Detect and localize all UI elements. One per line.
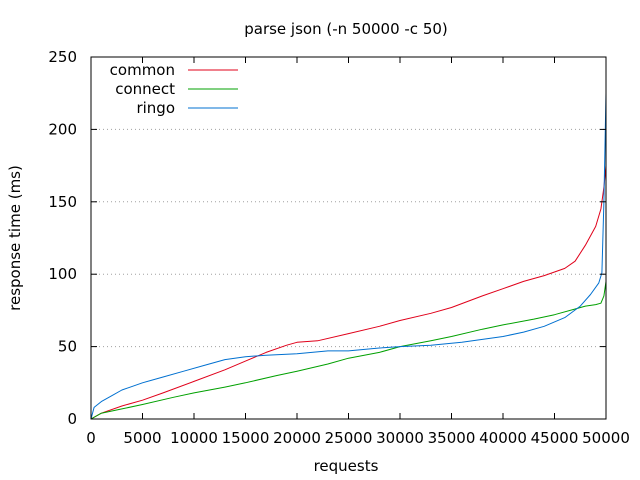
x-tick-label: 50000	[582, 429, 630, 447]
x-tick-label: 45000	[531, 429, 579, 447]
x-tick-label: 10000	[170, 429, 218, 447]
y-tick-label: 50	[58, 338, 77, 356]
x-tick-label: 40000	[479, 429, 527, 447]
series-line-common	[90, 165, 607, 420]
series-line-ringo	[90, 93, 607, 420]
legend-label-connect: connect	[115, 80, 175, 98]
x-tick-label: 35000	[428, 429, 476, 447]
x-axis-label: requests	[314, 457, 379, 475]
y-tick-label: 150	[48, 193, 77, 211]
x-tick-label: 30000	[376, 429, 424, 447]
x-tick-label: 5000	[123, 429, 161, 447]
y-tick-label: 100	[48, 265, 77, 283]
axis-ticks: 0 50 100 150 200 250 0 5000 10000 15000 20000 25000…	[48, 48, 630, 447]
y-tick-label: 200	[48, 120, 77, 138]
y-axis-label: response time (ms)	[6, 165, 24, 311]
series-line-connect	[90, 281, 607, 420]
y-tick-label: 0	[67, 410, 77, 428]
x-tick-label: 25000	[325, 429, 373, 447]
y-tick-label: 250	[48, 48, 77, 66]
legend-label-ringo: ringo	[136, 99, 175, 117]
legend-label-common: common	[110, 61, 175, 79]
grid-lines	[91, 128, 606, 348]
chart-title: parse json (-n 50000 -c 50)	[244, 20, 448, 38]
series-lines	[90, 93, 607, 420]
x-tick-label: 15000	[222, 429, 270, 447]
x-tick-label: 20000	[273, 429, 321, 447]
x-tick-label: 0	[86, 429, 96, 447]
